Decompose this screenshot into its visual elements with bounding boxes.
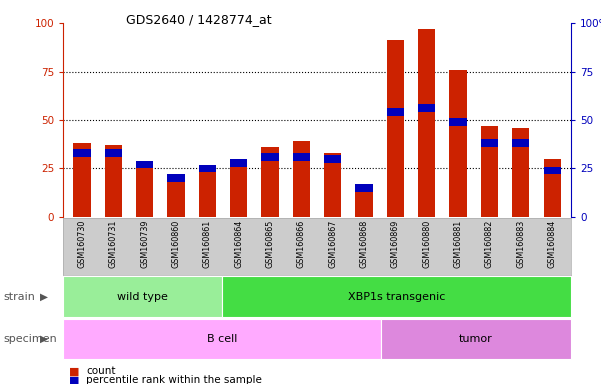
Bar xyxy=(199,165,216,172)
Bar xyxy=(73,149,91,157)
Bar xyxy=(105,145,122,217)
Text: GSM160880: GSM160880 xyxy=(423,219,432,268)
Bar xyxy=(355,188,373,217)
Text: GSM160884: GSM160884 xyxy=(548,219,557,268)
Bar xyxy=(73,143,91,217)
Text: GSM160881: GSM160881 xyxy=(454,219,463,268)
Bar xyxy=(450,70,467,217)
Text: GSM160883: GSM160883 xyxy=(516,219,525,268)
Text: wild type: wild type xyxy=(117,291,168,302)
Bar xyxy=(387,108,404,116)
Text: XBP1s transgenic: XBP1s transgenic xyxy=(348,291,445,302)
Text: GSM160882: GSM160882 xyxy=(485,219,494,268)
Bar xyxy=(481,139,498,147)
Text: GSM160860: GSM160860 xyxy=(171,219,180,268)
Text: ■: ■ xyxy=(69,375,79,384)
Bar xyxy=(230,159,247,167)
Bar xyxy=(543,167,561,174)
Text: GSM160861: GSM160861 xyxy=(203,219,212,268)
Bar xyxy=(324,155,341,163)
Text: tumor: tumor xyxy=(459,334,493,344)
Bar xyxy=(261,153,279,161)
Bar xyxy=(230,159,247,217)
Text: B cell: B cell xyxy=(207,334,237,344)
Bar xyxy=(355,184,373,192)
Bar xyxy=(136,161,153,169)
Text: ■: ■ xyxy=(69,366,79,376)
Bar xyxy=(543,159,561,217)
Text: ▶: ▶ xyxy=(40,334,48,344)
Text: GSM160866: GSM160866 xyxy=(297,219,306,268)
Text: GSM160731: GSM160731 xyxy=(109,219,118,268)
Bar xyxy=(387,40,404,217)
Bar xyxy=(261,147,279,217)
Text: GSM160730: GSM160730 xyxy=(78,219,87,268)
Text: GSM160869: GSM160869 xyxy=(391,219,400,268)
Bar xyxy=(199,169,216,217)
Bar xyxy=(512,139,529,147)
Text: percentile rank within the sample: percentile rank within the sample xyxy=(86,375,262,384)
Bar xyxy=(418,29,435,217)
Bar xyxy=(481,126,498,217)
Bar xyxy=(450,118,467,126)
Bar xyxy=(512,128,529,217)
Bar xyxy=(105,149,122,157)
Text: GSM160864: GSM160864 xyxy=(234,219,243,268)
Text: specimen: specimen xyxy=(3,334,56,344)
Bar xyxy=(418,104,435,112)
Text: count: count xyxy=(86,366,115,376)
Text: strain: strain xyxy=(3,291,35,302)
Bar xyxy=(136,161,153,217)
Text: GSM160868: GSM160868 xyxy=(359,219,368,268)
Text: ▶: ▶ xyxy=(40,291,48,302)
Bar xyxy=(293,141,310,217)
Bar xyxy=(167,176,185,217)
Bar xyxy=(324,153,341,217)
Text: GDS2640 / 1428774_at: GDS2640 / 1428774_at xyxy=(126,13,272,26)
Text: GSM160867: GSM160867 xyxy=(328,219,337,268)
Text: GSM160739: GSM160739 xyxy=(140,219,149,268)
Text: GSM160865: GSM160865 xyxy=(266,219,275,268)
Bar xyxy=(293,153,310,161)
Bar xyxy=(167,174,185,182)
